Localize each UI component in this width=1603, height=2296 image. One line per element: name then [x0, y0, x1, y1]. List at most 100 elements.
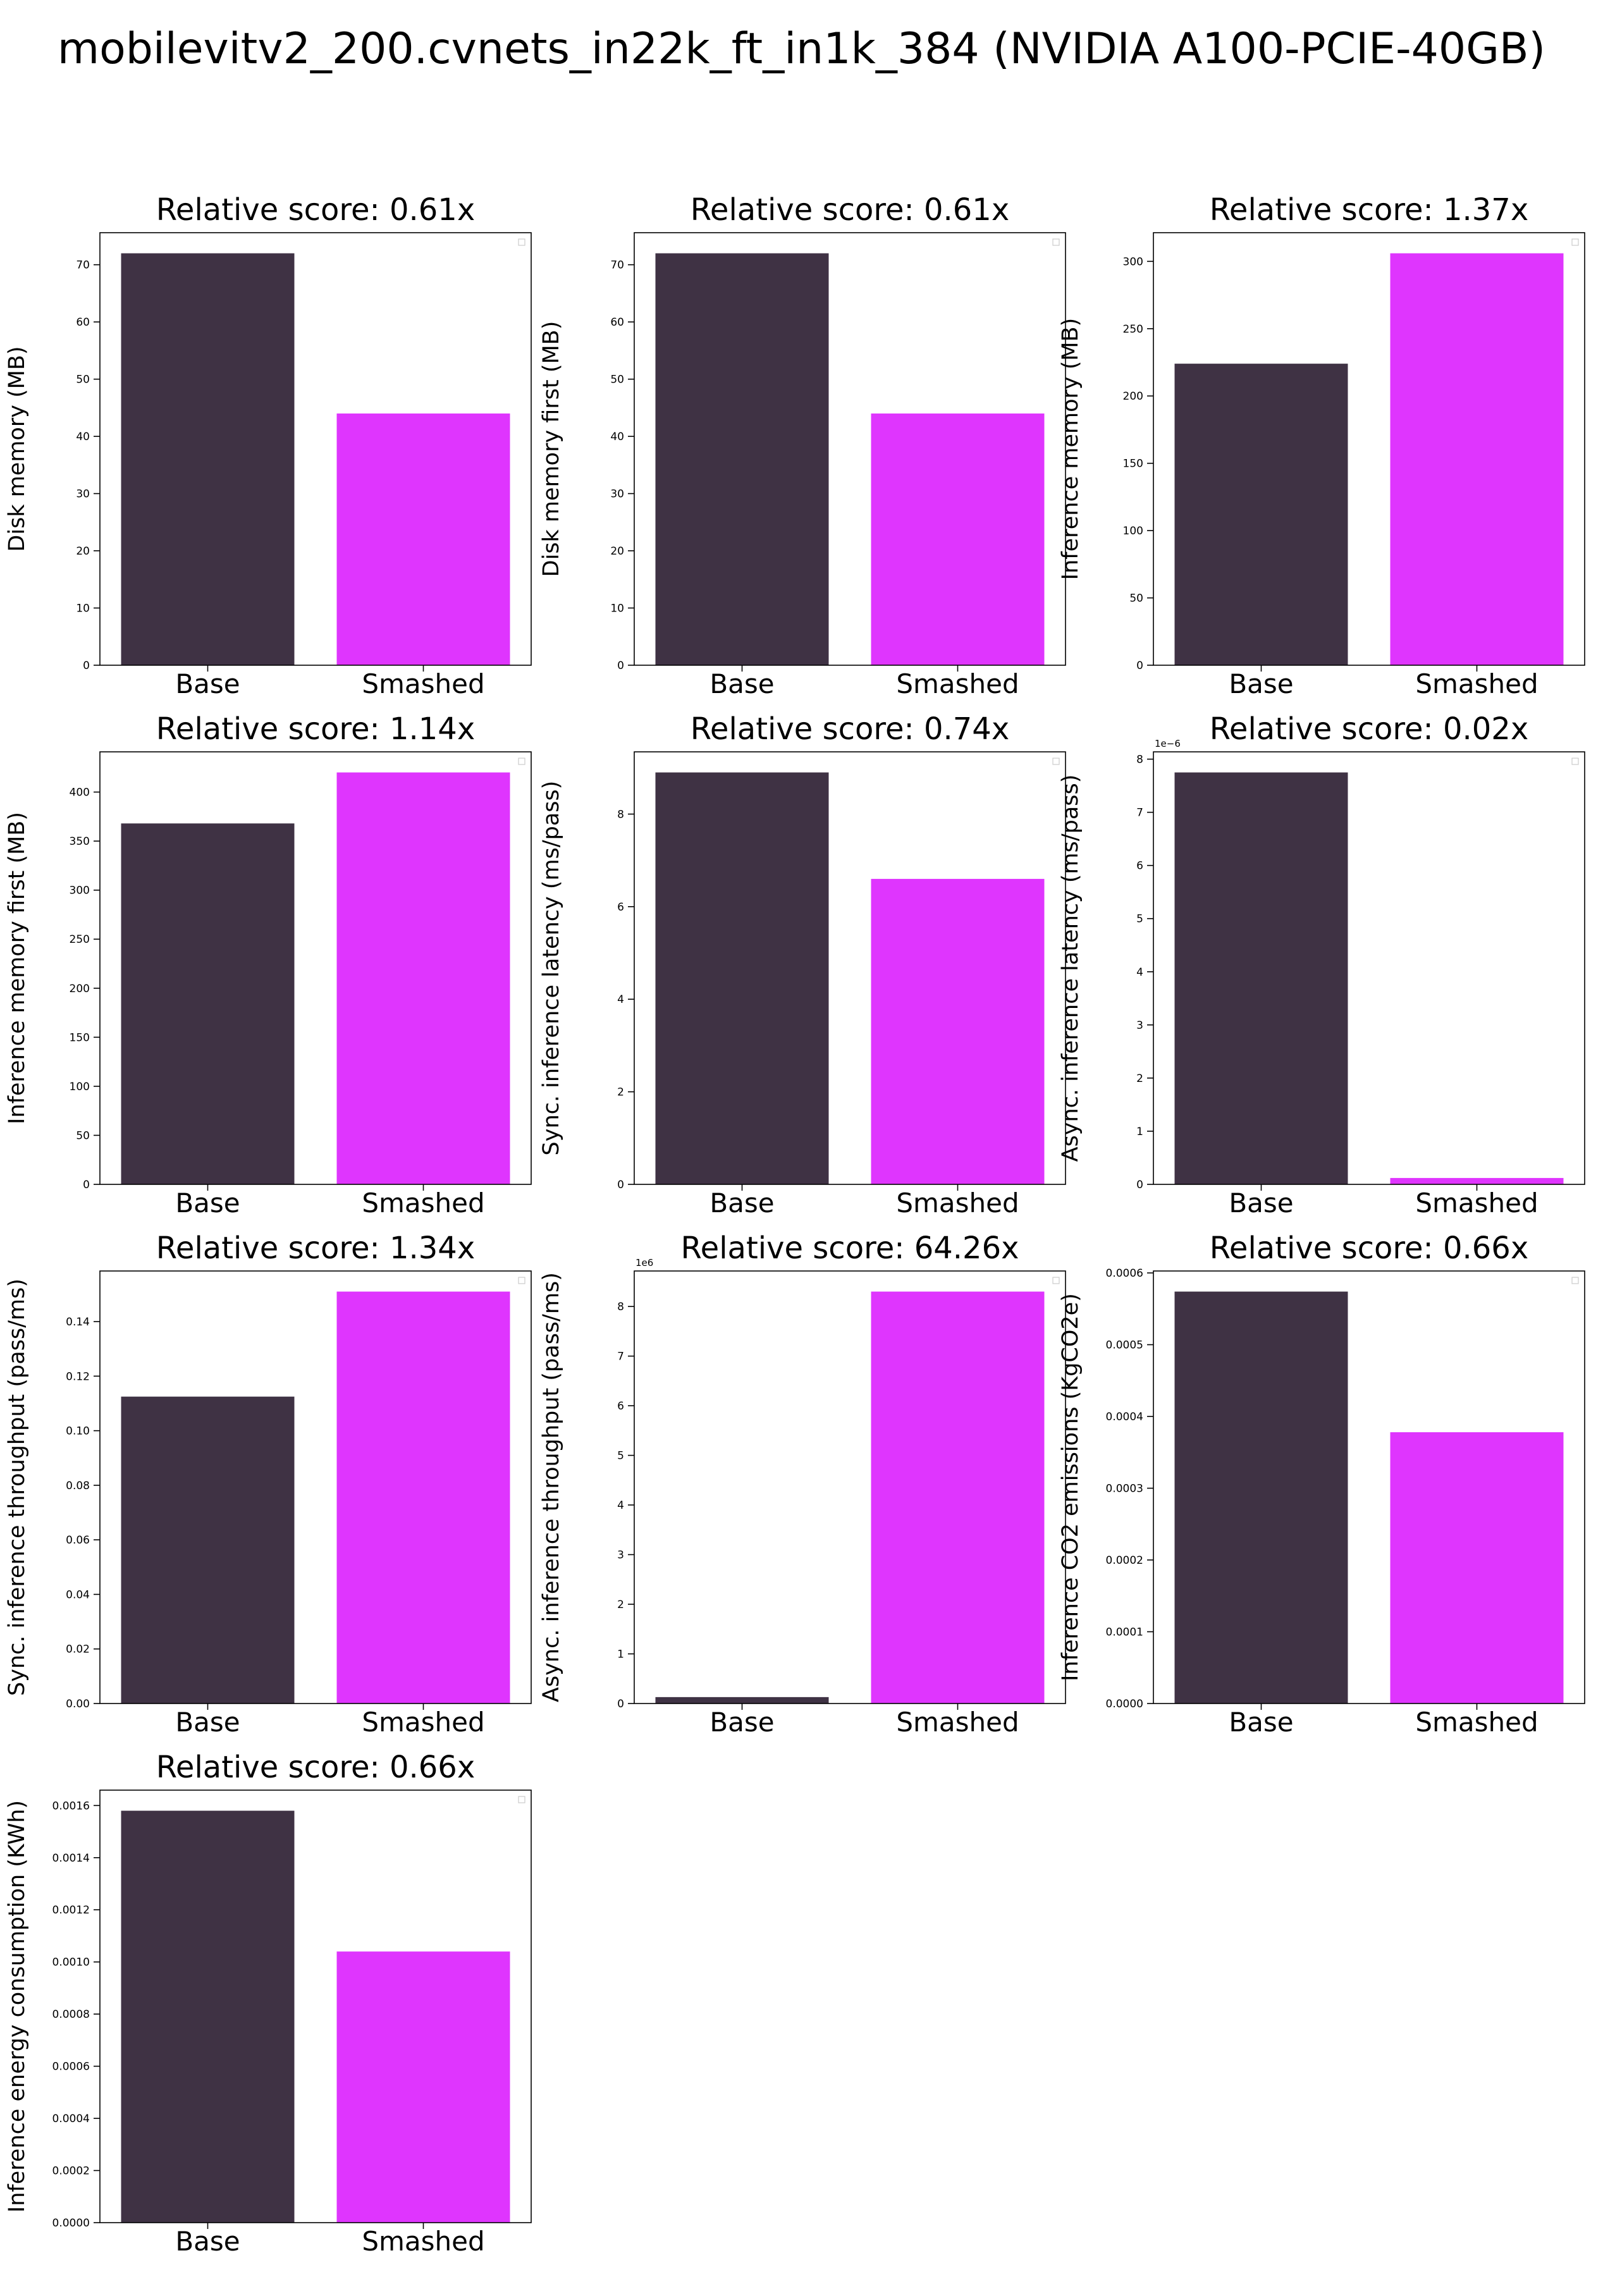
x-tick-label: Base	[175, 1188, 240, 1219]
y-tick-label: 0	[83, 660, 90, 672]
bar-smashed	[871, 413, 1045, 665]
x-tick-label: Smashed	[1415, 668, 1538, 699]
y-tick-label: 2	[1136, 1072, 1143, 1085]
x-tick-label: Base	[1229, 1707, 1293, 1738]
y-tick-label: 0.14	[66, 1316, 90, 1329]
x-tick-label: Smashed	[362, 668, 484, 699]
x-tick-label: Smashed	[362, 1707, 484, 1738]
bar-smashed	[336, 1291, 510, 1704]
bar-base	[1174, 772, 1348, 1184]
axes-frame	[99, 1270, 532, 1704]
x-tick-label: Base	[709, 1707, 774, 1738]
legend-box	[1052, 758, 1060, 765]
legend-box	[518, 758, 525, 765]
y-tick-label: 250	[70, 933, 90, 946]
bar-base	[655, 1697, 829, 1704]
bar-base	[121, 1396, 295, 1704]
subplot-title: Relative score: 0.61x	[691, 192, 1010, 228]
y-axis-label: Inference memory first (MB)	[4, 812, 30, 1124]
y-axis-label: Async. inference latency (ms/pass)	[1058, 775, 1083, 1162]
legend-box	[1571, 1277, 1579, 1284]
bar-smashed	[1390, 1177, 1564, 1184]
subplot-title: Relative score: 0.74x	[691, 711, 1010, 747]
axes-frame	[99, 1790, 532, 2223]
bar-base	[655, 772, 829, 1184]
y-tick-label: 3	[617, 1549, 624, 1562]
y-tick-label: 0.06	[66, 1534, 90, 1547]
y-tick-label: 0	[83, 1179, 90, 1191]
y-tick-label: 100	[1123, 525, 1143, 537]
y-tick-label: 0.0016	[52, 1800, 90, 1812]
y-tick-label: 350	[70, 835, 90, 848]
subplot-title: Relative score: 0.61x	[156, 192, 476, 228]
x-tick-label: Base	[709, 1188, 774, 1219]
y-tick-label: 6	[617, 901, 624, 914]
y-tick-label: 0.0012	[52, 1904, 90, 1917]
y-tick-label: 0.0003	[1106, 1483, 1143, 1495]
y-tick-label: 4	[1136, 966, 1143, 979]
y-axis-label: Async. inference throughput (pass/ms)	[539, 1272, 564, 1702]
x-tick-label: Base	[175, 2226, 240, 2257]
y-tick-label: 150	[70, 1031, 90, 1044]
subplot-2: Relative score: 0.61x Disk memory first (…	[539, 192, 1066, 699]
y-tick-label: 0	[1136, 660, 1143, 672]
y-tick-label: 0.04	[66, 1588, 90, 1601]
subplot-4: Relative score: 1.14x Inference memory fi…	[4, 711, 532, 1219]
y-tick-label: 0.10	[66, 1425, 90, 1438]
subplot-title: Relative score: 0.66x	[1210, 1231, 1529, 1266]
y-tick-label: 30	[76, 488, 90, 501]
y-tick-label: 50	[1129, 592, 1143, 605]
y-tick-label: 300	[70, 885, 90, 897]
bar-base	[655, 253, 829, 666]
y-tick-label: 0.0001	[1106, 1626, 1143, 1639]
x-tick-label: Smashed	[362, 2226, 484, 2257]
y-tick-label: 400	[70, 787, 90, 799]
y-tick-label: 50	[76, 1129, 90, 1142]
y-tick-label: 40	[610, 431, 624, 443]
y-tick-label: 20	[610, 545, 624, 558]
y-tick-label: 7	[1136, 807, 1143, 820]
axes-frame	[99, 232, 532, 666]
bar-base	[121, 823, 295, 1184]
x-tick-label: Base	[1229, 1188, 1293, 1219]
subplot-1: Relative score: 0.61x Disk memory (MB) 0 10…	[4, 192, 532, 699]
y-tick-label: 0.0005	[1106, 1339, 1143, 1352]
x-tick-label: Base	[175, 668, 240, 699]
y-tick-label: 150	[1123, 458, 1143, 470]
x-tick-label: Smashed	[896, 668, 1019, 699]
subplot-8: Relative score: 64.26x Async. inference t…	[539, 1231, 1066, 1738]
y-tick-label: 6	[617, 1400, 624, 1413]
axes-frame	[634, 1270, 1066, 1704]
legend-box	[1571, 758, 1579, 765]
y-tick-label: 0.0010	[52, 1956, 90, 1969]
bar-smashed	[336, 1951, 510, 2223]
y-axis-label: Inference memory (MB)	[1058, 318, 1083, 580]
subplot-6: Relative score: 0.02x Async. inference la…	[1058, 711, 1585, 1219]
y-tick-label: 0.0004	[1106, 1411, 1143, 1423]
x-tick-label: Base	[1229, 668, 1293, 699]
y-tick-label: 0.0002	[1106, 1554, 1143, 1567]
bar-smashed	[1390, 1432, 1564, 1704]
bar-base	[1174, 364, 1348, 665]
y-tick-label: 0.0000	[1106, 1698, 1143, 1710]
legend-box	[1052, 238, 1060, 246]
legend-box	[518, 1277, 525, 1284]
y-tick-label: 3	[1136, 1019, 1143, 1032]
y-axis-label: Disk memory (MB)	[4, 346, 30, 551]
y-tick-label: 0	[617, 660, 624, 672]
y-tick-label: 50	[610, 374, 624, 386]
bar-smashed	[871, 878, 1045, 1184]
y-tick-label: 2	[617, 1599, 624, 1611]
y-tick-label: 0	[617, 1179, 624, 1191]
subplot-7: Relative score: 1.34x Sync. inference thr…	[4, 1231, 532, 1738]
y-tick-label: 0.08	[66, 1480, 90, 1492]
y-tick-label: 0.0002	[52, 2165, 90, 2178]
x-tick-label: Smashed	[1415, 1188, 1538, 1219]
y-tick-label: 0.0004	[52, 2113, 90, 2125]
y-tick-label: 40	[76, 431, 90, 443]
y-tick-label: 20	[76, 545, 90, 558]
y-tick-label: 50	[76, 374, 90, 386]
subplot-title: Relative score: 1.37x	[1210, 192, 1529, 228]
y-tick-label: 70	[610, 259, 624, 272]
bar-smashed	[871, 1291, 1045, 1704]
